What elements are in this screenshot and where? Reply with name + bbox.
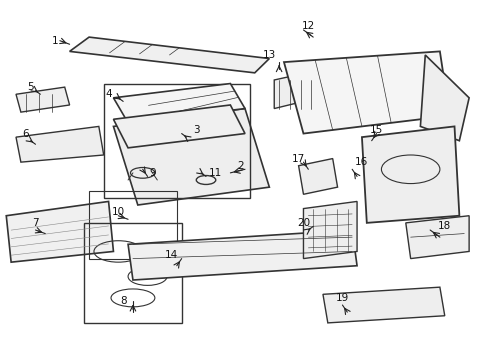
- Bar: [104, 84, 250, 198]
- Text: 4: 4: [105, 89, 112, 99]
- Text: 13: 13: [263, 50, 276, 60]
- Text: 14: 14: [165, 250, 178, 260]
- Polygon shape: [323, 287, 445, 323]
- Text: 9: 9: [149, 168, 156, 178]
- Polygon shape: [114, 105, 245, 148]
- Text: 1: 1: [51, 36, 58, 46]
- Text: 16: 16: [355, 157, 368, 167]
- Text: 2: 2: [237, 161, 244, 171]
- Text: 12: 12: [302, 21, 315, 31]
- Polygon shape: [303, 202, 357, 258]
- Text: 6: 6: [23, 129, 29, 139]
- Text: 3: 3: [193, 125, 199, 135]
- Polygon shape: [16, 126, 104, 162]
- Polygon shape: [16, 87, 70, 112]
- Text: 5: 5: [27, 82, 34, 92]
- Text: 20: 20: [297, 218, 310, 228]
- Text: 8: 8: [120, 296, 126, 306]
- Polygon shape: [284, 51, 450, 134]
- Text: 18: 18: [438, 221, 451, 231]
- Text: 10: 10: [112, 207, 125, 217]
- Text: 15: 15: [370, 125, 383, 135]
- Polygon shape: [70, 37, 270, 73]
- Polygon shape: [362, 126, 460, 223]
- Text: 19: 19: [336, 293, 349, 303]
- Text: 11: 11: [209, 168, 222, 178]
- Polygon shape: [114, 109, 270, 205]
- Polygon shape: [6, 202, 114, 262]
- Text: 7: 7: [32, 218, 39, 228]
- Polygon shape: [114, 84, 245, 123]
- Bar: [89, 191, 177, 258]
- Text: 17: 17: [292, 154, 305, 163]
- Bar: [84, 223, 182, 323]
- Polygon shape: [128, 230, 357, 280]
- Polygon shape: [406, 216, 469, 258]
- Polygon shape: [420, 55, 469, 141]
- Polygon shape: [298, 158, 338, 194]
- Polygon shape: [274, 69, 323, 109]
